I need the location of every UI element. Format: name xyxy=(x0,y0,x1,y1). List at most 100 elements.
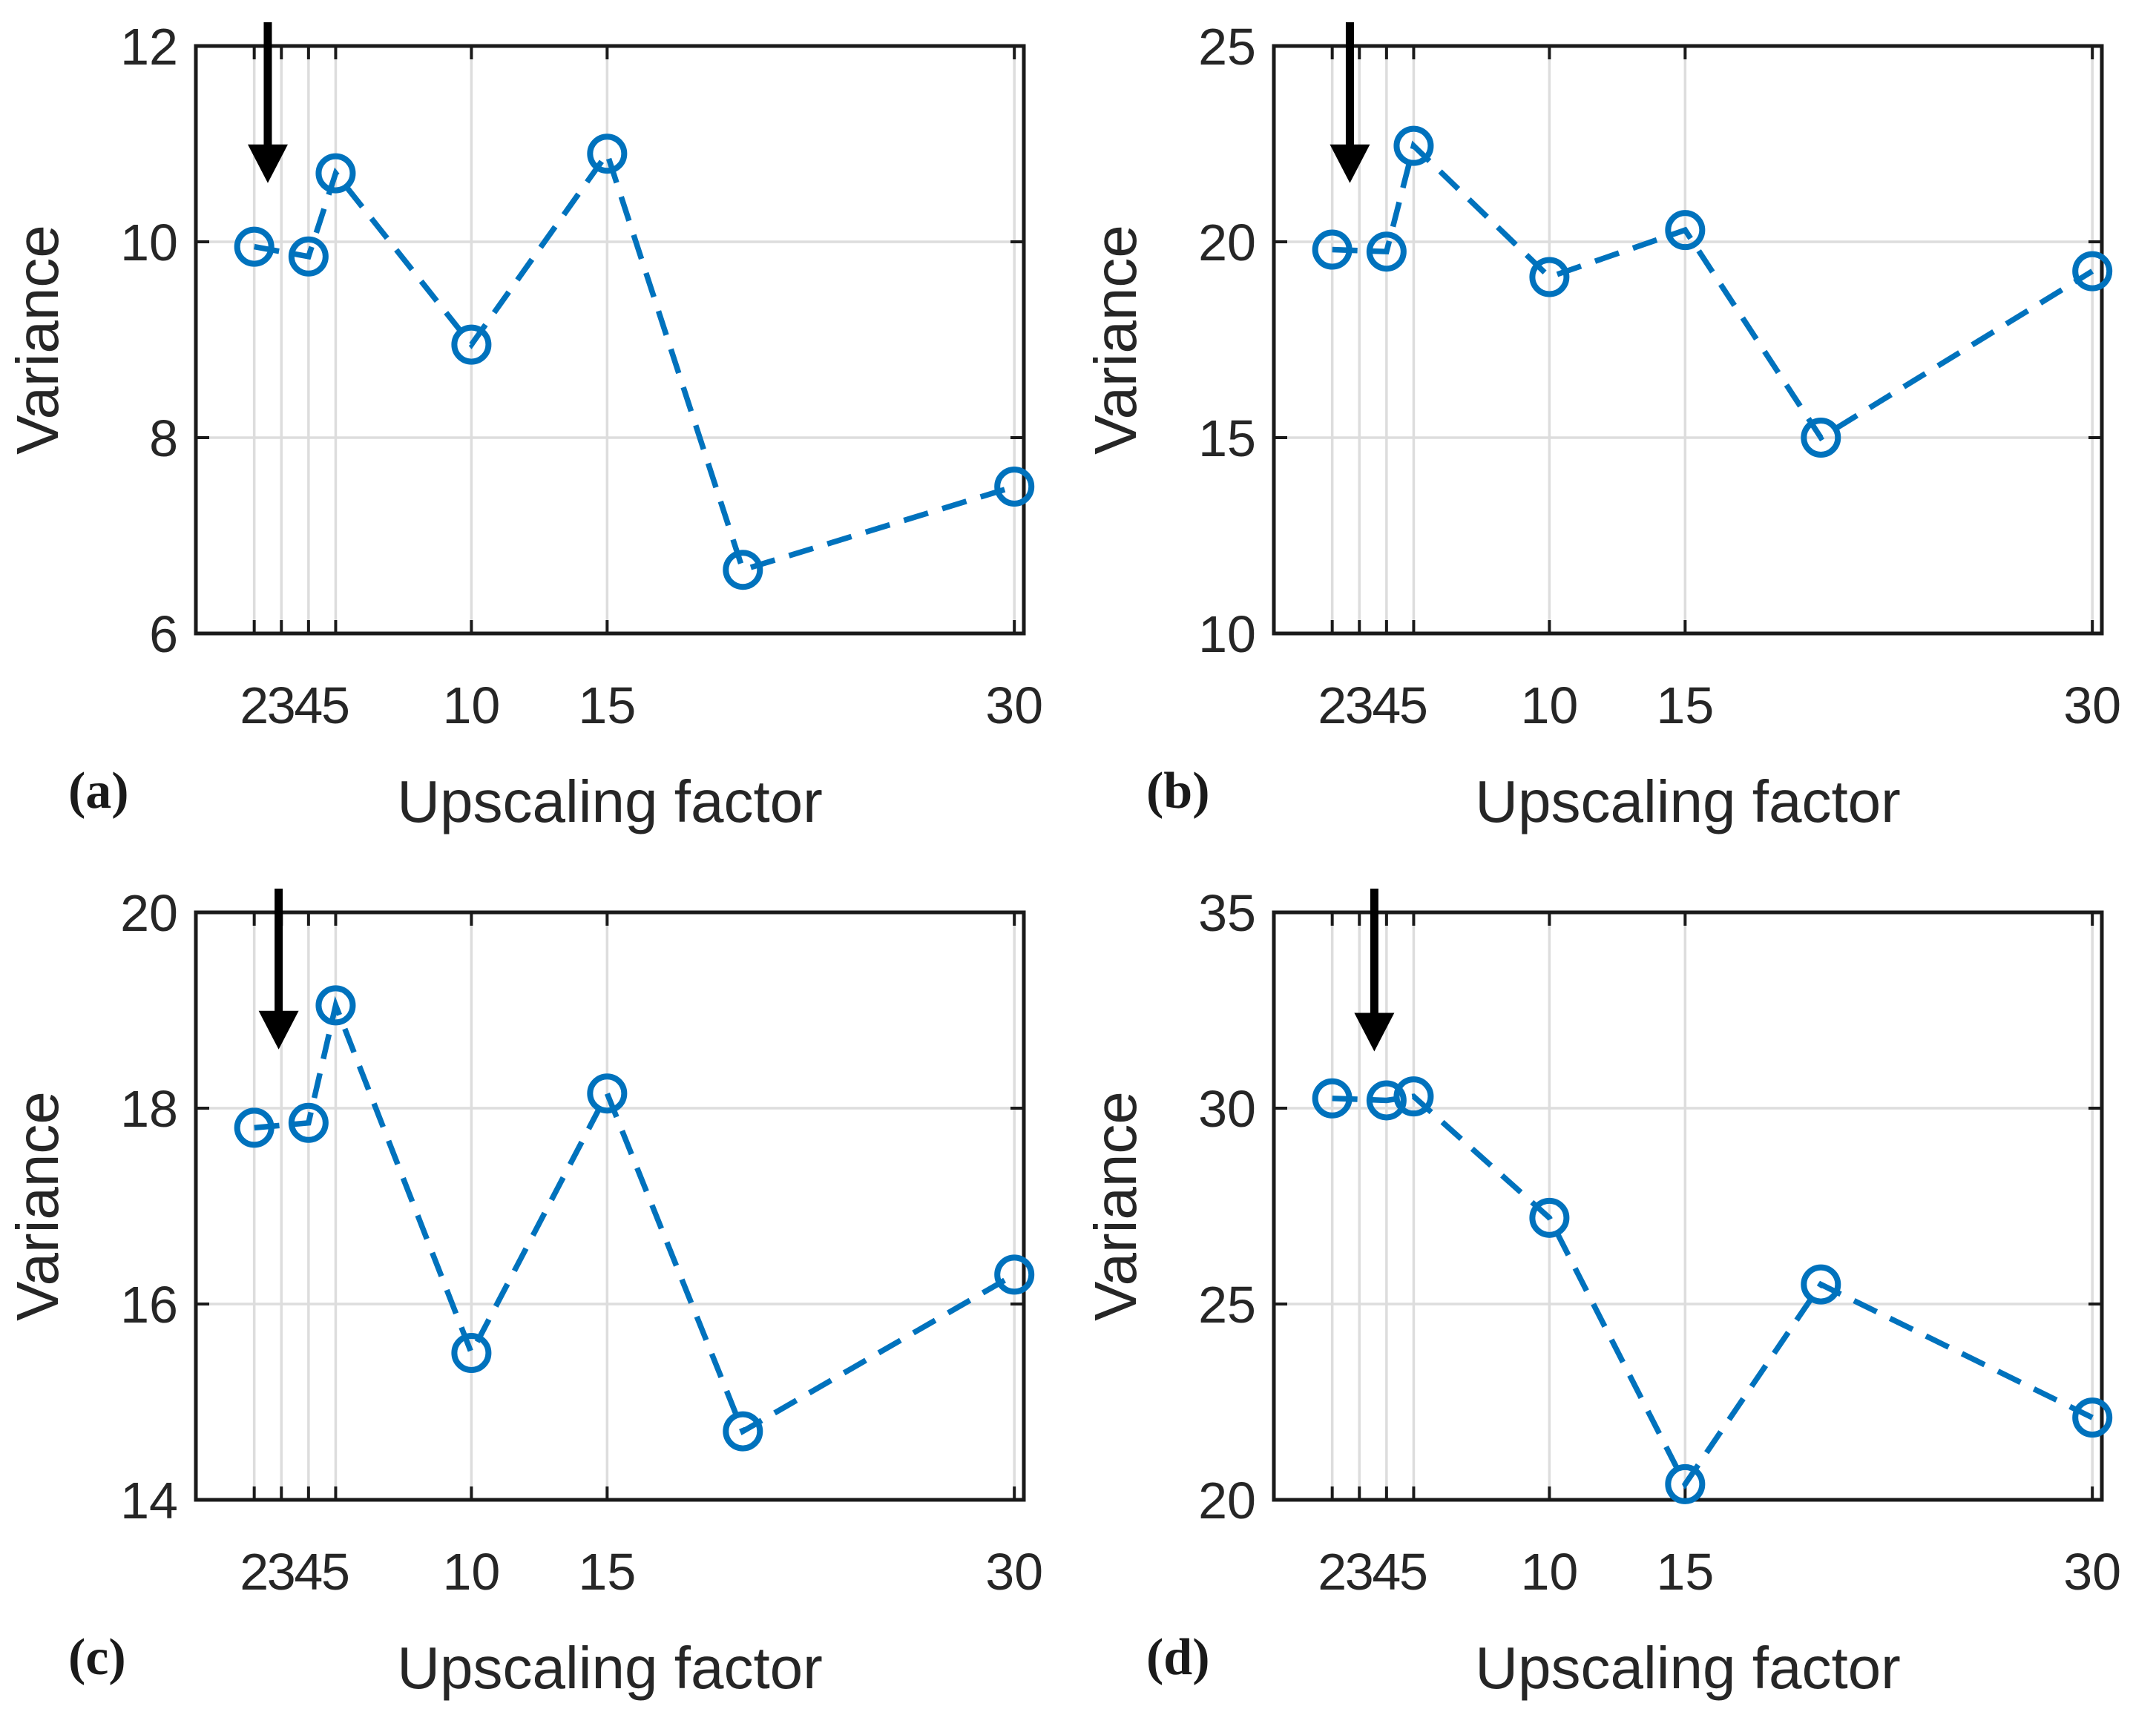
data-point-marker xyxy=(1529,1197,1570,1238)
data-point-marker xyxy=(587,134,628,174)
data-point-marker xyxy=(1801,418,1841,458)
data-point-marker xyxy=(2072,1397,2113,1438)
panel-c: 2 3 4 5 10 15 30 14 16 18 20 Upscaling factor Varian… xyxy=(0,866,1078,1732)
data-point-marker xyxy=(315,985,356,1026)
panel-b: 2 3 4 5 10 15 30 10 15 20 25 Upscaling factor Varian… xyxy=(1078,0,2156,866)
x-tick-label: 5 xyxy=(321,676,350,734)
x-tick-label: 2 xyxy=(240,676,269,734)
data-point-marker xyxy=(288,1102,329,1143)
x-axis-label: Upscaling factor xyxy=(1475,1635,1901,1701)
data-point-marker xyxy=(723,550,763,590)
y-axis-label: Variance xyxy=(4,225,70,455)
axes-box xyxy=(194,910,1026,1502)
axes-box xyxy=(1272,44,2104,636)
data-point-marker xyxy=(234,1107,275,1148)
data-point-marker xyxy=(1801,1264,1841,1305)
x-tick-label: 15 xyxy=(1656,676,1714,734)
x-tick-label: 30 xyxy=(2063,1543,2121,1601)
x-axis-label: Upscaling factor xyxy=(1475,768,1901,834)
panel-a: 2 3 4 5 10 15 30 6 8 10 12 Upscaling factor Variance… xyxy=(0,0,1078,866)
x-tick-label: 5 xyxy=(1399,676,1428,734)
data-line xyxy=(1332,140,2094,442)
x-tick-label: 3 xyxy=(267,676,296,734)
x-tick-label: 3 xyxy=(267,1543,296,1601)
y-tick-label: 18 xyxy=(120,1080,178,1138)
annotation-arrow-head xyxy=(247,144,288,183)
y-tick-label: 30 xyxy=(1198,1080,1256,1138)
data-point-marker xyxy=(587,1073,628,1114)
data-point-marker xyxy=(288,236,329,277)
data-point-marker xyxy=(1366,231,1407,272)
x-tick-label: 5 xyxy=(1399,1543,1428,1601)
x-tick-label: 10 xyxy=(442,1543,500,1601)
data-point-marker xyxy=(451,324,492,365)
panel-d-label: (d) xyxy=(1146,1629,1210,1686)
y-tick-label: 20 xyxy=(1198,1472,1256,1530)
y-tick-label: 14 xyxy=(120,1472,178,1530)
data-point-marker xyxy=(315,153,356,194)
y-axis-label: Variance xyxy=(4,1091,70,1321)
data-line xyxy=(254,147,1016,573)
data-point-marker xyxy=(1665,1463,1706,1504)
axes-box xyxy=(1272,910,2104,1502)
data-point-marker xyxy=(1312,229,1353,270)
x-tick-label: 30 xyxy=(985,1543,1043,1601)
y-axis-label: Variance xyxy=(1082,1091,1148,1321)
y-tick-label: 10 xyxy=(120,214,178,271)
axes-box xyxy=(194,44,1026,636)
x-tick-label: 3 xyxy=(1345,676,1374,734)
x-tick-label: 10 xyxy=(442,676,500,734)
panel-c-label: (c) xyxy=(68,1629,126,1686)
data-point-marker xyxy=(1529,257,1570,297)
panel-d: 2 3 4 5 10 15 30 20 25 30 35 Upscaling factor Varian… xyxy=(1078,866,2156,1732)
data-point-marker xyxy=(451,1333,492,1373)
x-tick-label: 3 xyxy=(1345,1543,1374,1601)
y-tick-label: 20 xyxy=(1198,214,1256,271)
data-point-marker xyxy=(2072,251,2113,292)
y-axis-label: Variance xyxy=(1082,225,1148,455)
data-point-marker xyxy=(994,1254,1035,1295)
x-tick-label: 30 xyxy=(2063,676,2121,734)
x-tick-label: 15 xyxy=(1656,1543,1714,1601)
x-tick-label: 30 xyxy=(985,676,1043,734)
y-tick-label: 10 xyxy=(1198,605,1256,663)
y-tick-label: 25 xyxy=(1198,1276,1256,1334)
y-tick-label: 25 xyxy=(1198,18,1256,76)
x-tick-label: 4 xyxy=(1372,1543,1401,1601)
data-point-marker xyxy=(1366,1080,1407,1121)
data-point-marker xyxy=(1393,1076,1434,1117)
y-tick-label: 8 xyxy=(149,409,178,467)
data-line xyxy=(1332,1093,2094,1490)
x-tick-label: 4 xyxy=(294,1543,323,1601)
y-tick-label: 6 xyxy=(149,605,178,663)
y-tick-label: 15 xyxy=(1198,409,1256,467)
annotation-arrow-head xyxy=(1330,144,1370,183)
x-axis-label: Upscaling factor xyxy=(397,768,823,834)
data-point-marker xyxy=(1665,210,1706,251)
panel-a-label: (a) xyxy=(68,763,129,820)
x-tick-label: 10 xyxy=(1520,1543,1578,1601)
x-tick-label: 4 xyxy=(294,676,323,734)
x-tick-label: 2 xyxy=(240,1543,269,1601)
y-tick-label: 16 xyxy=(120,1276,178,1334)
x-tick-label: 10 xyxy=(1520,676,1578,734)
x-tick-label: 2 xyxy=(1318,1543,1347,1601)
y-tick-label: 20 xyxy=(120,884,178,942)
data-point-marker xyxy=(1312,1078,1353,1119)
x-axis-label: Upscaling factor xyxy=(397,1635,823,1701)
y-tick-label: 12 xyxy=(120,18,178,76)
panel-b-label: (b) xyxy=(1146,763,1210,820)
x-tick-label: 2 xyxy=(1318,676,1347,734)
annotation-arrow-head xyxy=(1354,1012,1395,1052)
x-tick-label: 4 xyxy=(1372,676,1401,734)
data-point-marker xyxy=(723,1411,763,1452)
data-line xyxy=(254,995,1016,1436)
x-tick-label: 15 xyxy=(578,676,636,734)
data-point-marker xyxy=(234,226,275,267)
annotation-arrow-head xyxy=(258,1010,299,1050)
